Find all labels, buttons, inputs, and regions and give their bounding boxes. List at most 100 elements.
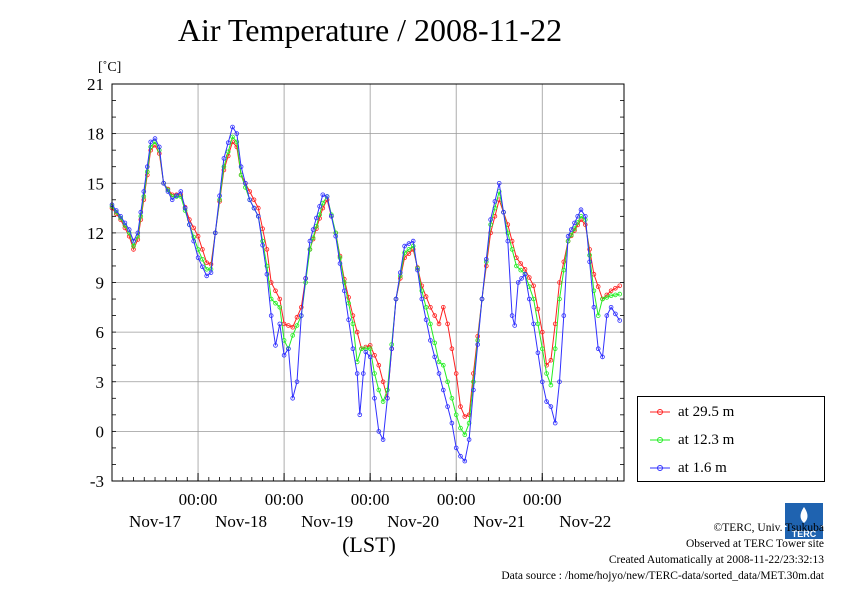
- legend-swatch-icon: [650, 437, 670, 443]
- data-point: [428, 304, 433, 310]
- x-axis-label: (LST): [342, 532, 396, 557]
- data-point: [247, 197, 253, 203]
- data-point: [432, 354, 438, 360]
- data-point: [440, 387, 446, 393]
- data-point: [535, 306, 541, 312]
- data-point: [337, 261, 343, 266]
- data-point: [264, 247, 270, 252]
- data-point: [557, 296, 562, 302]
- data-point: [402, 250, 407, 256]
- data-point: [466, 437, 472, 442]
- data-point: [471, 387, 476, 393]
- data-point: [514, 263, 519, 269]
- observed-text: Observed at TERC Tower site: [685, 538, 824, 550]
- data-point: [152, 136, 158, 141]
- x-tick-time-label: 00:00: [351, 490, 390, 509]
- data-point: [518, 261, 523, 266]
- data-point: [552, 420, 558, 426]
- plot-frame: [111, 83, 625, 482]
- data-point: [557, 280, 562, 285]
- y-tick-label: 9: [96, 274, 105, 293]
- data-point: [572, 220, 577, 226]
- data-point: [406, 241, 412, 246]
- series-2: [109, 124, 622, 464]
- chart-series: [109, 124, 622, 464]
- data-point: [591, 304, 597, 310]
- data-point: [341, 288, 347, 294]
- data-point: [277, 296, 283, 302]
- data-point: [122, 220, 128, 226]
- legend-swatch-icon: [650, 465, 670, 471]
- data-point: [363, 349, 369, 355]
- data-point: [294, 379, 300, 385]
- data-point: [221, 156, 227, 161]
- data-point: [406, 251, 412, 256]
- legend-item: at 12.3 m: [648, 430, 734, 450]
- data-point: [445, 321, 450, 327]
- data-point: [458, 425, 463, 431]
- data-point: [453, 371, 459, 376]
- data-point: [385, 395, 390, 401]
- data-point: [471, 379, 476, 385]
- data-point: [419, 296, 425, 302]
- data-point: [595, 284, 601, 289]
- data-point: [251, 197, 257, 203]
- data-point: [255, 205, 261, 211]
- data-point: [600, 354, 605, 360]
- data-point: [298, 304, 304, 310]
- data-point: [393, 296, 399, 302]
- data-point: [449, 395, 455, 401]
- data-point: [320, 192, 326, 198]
- data-point: [604, 295, 610, 300]
- data-point: [273, 288, 278, 294]
- chart-grid: [112, 83, 624, 482]
- data-point: [462, 458, 468, 464]
- data-point: [372, 352, 377, 358]
- y-tick-label: 6: [96, 323, 105, 342]
- data-point: [264, 263, 270, 269]
- data-point: [604, 292, 610, 298]
- data-point: [230, 134, 235, 140]
- data-point: [512, 323, 517, 328]
- data-point: [458, 453, 463, 459]
- x-tick-time-label: 00:00: [179, 490, 218, 509]
- data-point: [195, 233, 201, 239]
- data-point: [548, 382, 554, 388]
- data-point: [539, 329, 545, 335]
- data-point: [423, 317, 429, 323]
- data-point: [509, 247, 515, 252]
- data-point: [273, 300, 278, 306]
- data-point: [200, 256, 205, 262]
- data-point: [213, 230, 218, 236]
- data-point: [539, 379, 545, 385]
- created-text: Created Automatically at 2008-11-22/23:3…: [608, 554, 824, 566]
- legend-swatch-icon: [650, 409, 670, 415]
- data-point: [277, 321, 283, 327]
- chart-axes: 21 18 15 12 9 6 3 0 -3 00:00 00:00 00:00 00:00 00:00 N…: [87, 75, 625, 531]
- data-point: [131, 243, 136, 249]
- x-tick-day-label: Nov-19: [301, 512, 353, 531]
- data-point: [458, 404, 463, 409]
- data-point: [372, 371, 377, 376]
- data-point: [575, 220, 580, 225]
- data-point: [359, 346, 364, 352]
- data-point: [410, 238, 416, 244]
- x-tick-time-label: 00:00: [265, 490, 304, 509]
- data-point: [310, 227, 316, 232]
- y-axis-label: [˚C]: [98, 60, 121, 75]
- y-tick-label: 21: [87, 75, 104, 94]
- data-point: [307, 238, 313, 244]
- data-point: [314, 215, 319, 221]
- data-point: [298, 313, 304, 318]
- data-point: [613, 292, 618, 298]
- series-line: [111, 135, 620, 436]
- data-point: [522, 271, 528, 277]
- data-point: [613, 285, 618, 291]
- data-point: [141, 189, 147, 194]
- y-tick-label: 15: [87, 174, 104, 193]
- data-point: [200, 264, 205, 270]
- data-point: [294, 314, 300, 320]
- data-point: [376, 387, 382, 393]
- data-point: [483, 256, 489, 262]
- data-point: [518, 267, 523, 273]
